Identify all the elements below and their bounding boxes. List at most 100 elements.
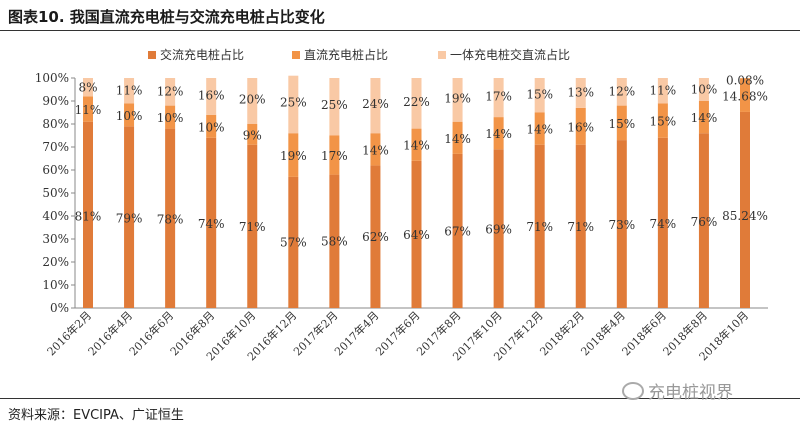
title-divider — [0, 30, 800, 31]
data-label: 10% — [198, 120, 225, 134]
bar-segment — [124, 78, 135, 104]
bar-segment — [83, 78, 93, 97]
data-label: 17% — [321, 149, 348, 163]
data-label: 11% — [650, 83, 677, 97]
data-label: 22% — [403, 95, 430, 109]
bar-segment — [740, 111, 750, 308]
data-label: 14% — [444, 132, 471, 146]
bar-segment — [370, 133, 381, 166]
data-label: 85.24% — [722, 209, 768, 223]
bar-segment — [493, 117, 504, 150]
legend-swatch — [292, 51, 300, 59]
bar-segment — [288, 133, 299, 177]
legend-label: 直流充电桩占比 — [304, 47, 388, 62]
bar-segment — [124, 126, 135, 308]
bar-segment — [616, 105, 627, 141]
data-label: 11% — [75, 103, 102, 117]
y-tick-label: 20% — [42, 255, 69, 269]
bar-segment — [165, 128, 176, 308]
data-label: 19% — [280, 149, 307, 163]
bar-segment — [247, 144, 258, 308]
data-label: 10% — [157, 111, 184, 125]
data-label: 25% — [321, 98, 348, 112]
data-label: 10% — [691, 82, 718, 96]
data-label: 81% — [75, 209, 102, 223]
data-label: 10% — [116, 109, 143, 123]
y-tick-label: 80% — [42, 117, 69, 131]
data-label: 71% — [526, 220, 553, 234]
bar-segment — [165, 78, 176, 106]
bar-segment — [575, 107, 586, 145]
y-tick-label: 90% — [42, 94, 69, 108]
bar-segment — [698, 101, 709, 134]
data-label: 73% — [608, 218, 635, 232]
source-divider — [0, 398, 800, 399]
data-label: 16% — [198, 89, 225, 103]
bar-segment — [452, 153, 463, 308]
bar-segment — [657, 103, 668, 138]
y-tick-label: 100% — [35, 71, 69, 85]
data-label: 67% — [444, 225, 471, 239]
bar-segment — [288, 176, 299, 308]
data-label: 76% — [691, 215, 718, 229]
wechat-icon — [622, 381, 644, 400]
bar-segment — [329, 78, 340, 136]
y-tick-label: 0% — [50, 301, 69, 315]
data-label: 15% — [650, 115, 677, 129]
figure-title: 图表10. 我国直流充电桩与交流充电桩占比变化 — [8, 8, 325, 26]
data-label: 58% — [321, 234, 348, 248]
bar-segment — [411, 160, 422, 308]
data-label: 8% — [78, 80, 97, 94]
data-label: 17% — [485, 90, 512, 104]
bar-segment — [329, 174, 340, 308]
y-tick-label: 30% — [42, 232, 69, 246]
data-label: 15% — [526, 88, 553, 102]
data-label: 19% — [444, 92, 471, 106]
data-label: 20% — [239, 93, 266, 107]
data-label: 25% — [280, 96, 307, 110]
data-label: 57% — [280, 235, 307, 249]
legend-swatch — [438, 51, 446, 59]
data-label: 0.08% — [726, 73, 764, 87]
y-tick-label: 60% — [42, 163, 69, 177]
bar-segment — [616, 140, 627, 308]
bar-segment — [206, 78, 217, 115]
data-label: 62% — [362, 230, 389, 244]
data-label: 11% — [116, 83, 143, 97]
bar-segment — [83, 121, 93, 308]
bar-segment — [247, 78, 258, 124]
y-tick-label: 40% — [42, 209, 69, 223]
data-label: 14% — [526, 123, 553, 137]
bar-segment — [575, 144, 586, 308]
bar-segment — [452, 121, 463, 154]
data-label: 71% — [239, 220, 266, 234]
bar-segment — [411, 78, 422, 129]
legend-label: 交流充电桩占比 — [160, 47, 244, 62]
data-label: 14% — [403, 139, 430, 153]
y-tick-label: 50% — [42, 186, 69, 200]
watermark: 充电桩视界 — [622, 378, 733, 403]
y-tick-label: 70% — [42, 140, 69, 154]
bar-segment — [165, 105, 176, 129]
legend-label: 一体充电桩交直流占比 — [450, 47, 570, 62]
bar-segment — [575, 78, 586, 108]
bar-segment — [698, 133, 709, 308]
bar-segment — [740, 78, 750, 112]
bar-segment — [247, 124, 258, 145]
bar-segment — [493, 149, 504, 308]
bar-segment — [411, 128, 422, 161]
bar-segment — [206, 114, 217, 138]
data-label: 12% — [157, 84, 184, 98]
data-label: 13% — [567, 85, 594, 99]
data-label: 24% — [362, 97, 389, 111]
source-note: 资料来源：EVCIPA、广证恒生 — [8, 408, 184, 423]
data-label: 74% — [650, 217, 677, 231]
bar-segment — [534, 78, 545, 113]
y-tick-label: 10% — [42, 278, 69, 292]
bar-segment — [370, 78, 381, 134]
data-label: 14.68% — [722, 89, 768, 103]
data-label: 14% — [362, 143, 389, 157]
watermark-text: 充电桩视界 — [648, 383, 733, 403]
bar-segment — [370, 165, 381, 308]
data-label: 9% — [243, 128, 262, 142]
